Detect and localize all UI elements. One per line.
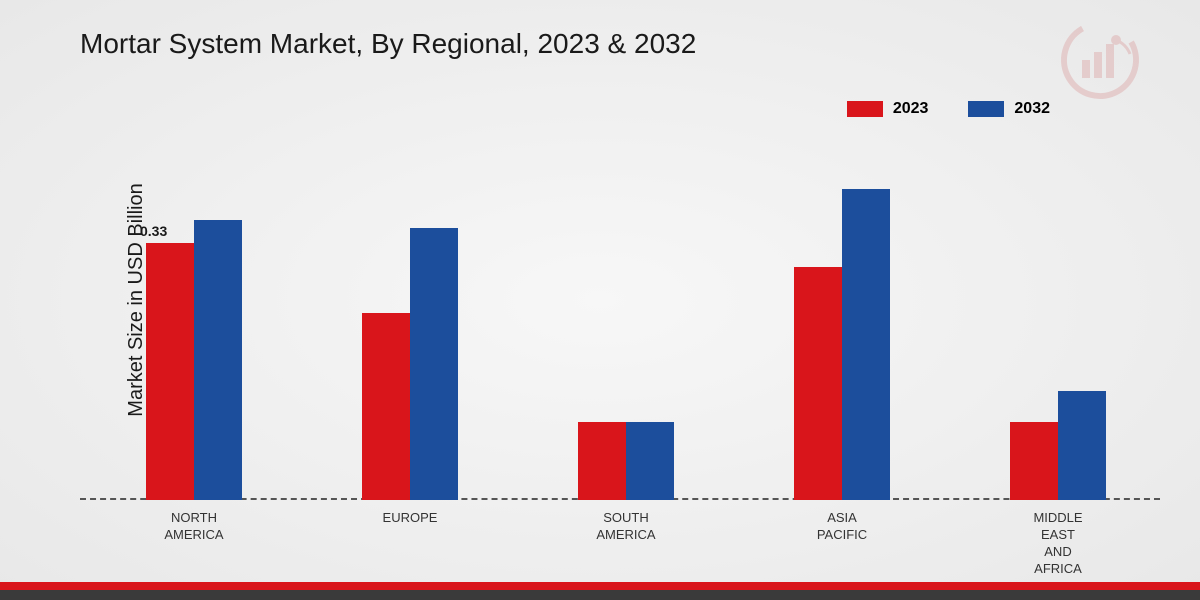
x-label-ap: ASIAPACIFIC <box>782 510 902 544</box>
x-label-sa: SOUTHAMERICA <box>566 510 686 544</box>
bar-eu-2023 <box>362 313 410 500</box>
bar-mea-2032 <box>1058 391 1106 500</box>
bar-mea-2023 <box>1010 422 1058 500</box>
legend-item-2032: 2032 <box>968 100 1050 118</box>
legend: 2023 2032 <box>847 100 1050 118</box>
logo-watermark <box>1060 20 1140 100</box>
bar-group-na: 0.33 <box>134 220 254 500</box>
x-label-na: NORTHAMERICA <box>134 510 254 544</box>
bar-group-eu <box>350 228 470 500</box>
chart-title: Mortar System Market, By Regional, 2023 … <box>80 28 696 60</box>
bar-na-2032 <box>194 220 242 500</box>
footer-stripe-dark <box>0 590 1200 600</box>
bar-group-sa <box>566 422 686 500</box>
legend-label-2023: 2023 <box>893 100 929 118</box>
bar-eu-2032 <box>410 228 458 500</box>
x-label-eu: EUROPE <box>350 510 470 527</box>
chart-plot-area: 0.33 NORTHAMERICAEUROPESOUTHAMERICAASIAP… <box>80 150 1160 500</box>
bar-na-2023 <box>146 243 194 500</box>
x-label-mea: MIDDLEEASTANDAFRICA <box>998 510 1118 578</box>
bar-sa-2032 <box>626 422 674 500</box>
legend-item-2023: 2023 <box>847 100 929 118</box>
bar-group-mea <box>998 391 1118 500</box>
legend-swatch-2032 <box>968 101 1004 117</box>
bar-sa-2023 <box>578 422 626 500</box>
bar-group-ap <box>782 189 902 500</box>
legend-swatch-2023 <box>847 101 883 117</box>
footer-stripe-red <box>0 582 1200 590</box>
bar-ap-2023 <box>794 267 842 500</box>
bar-ap-2032 <box>842 189 890 500</box>
bar-value-label-na: 0.33 <box>140 223 167 239</box>
legend-label-2032: 2032 <box>1014 100 1050 118</box>
